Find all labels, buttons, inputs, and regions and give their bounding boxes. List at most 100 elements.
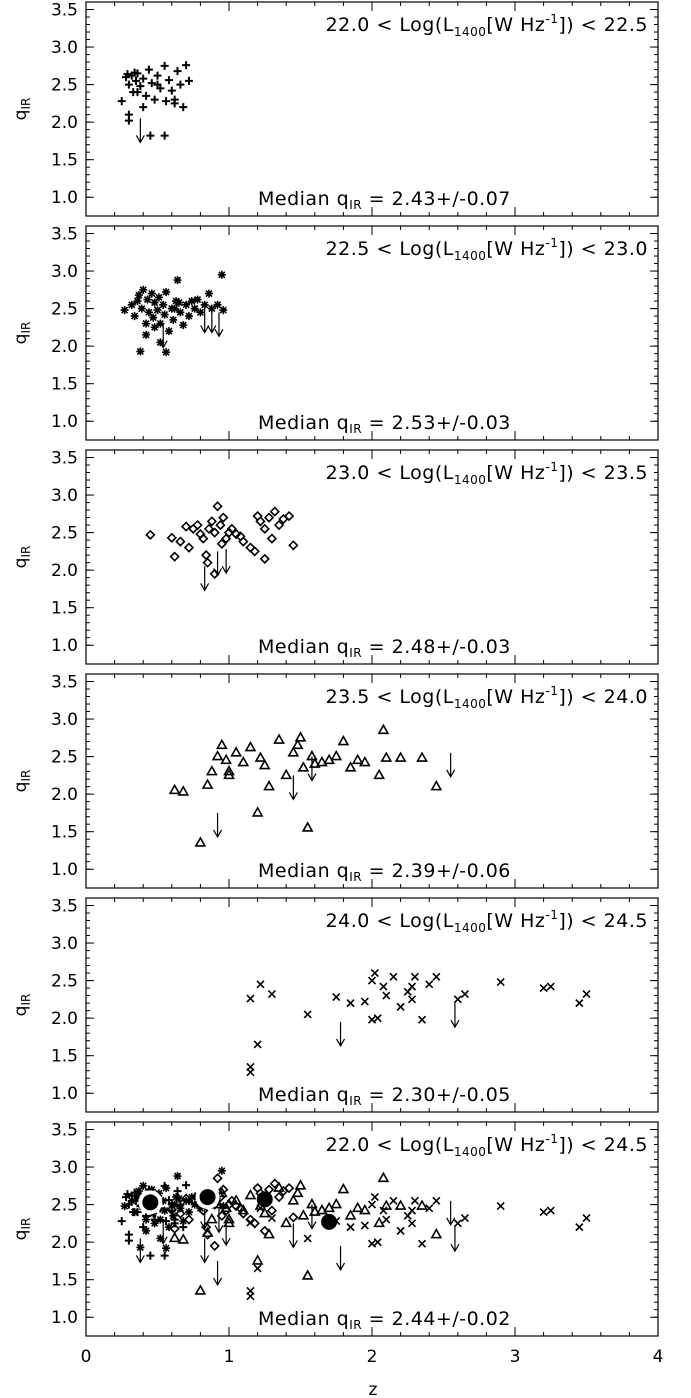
data-point: [394, 751, 407, 762]
y-tick-label: 1.5: [51, 1047, 78, 1067]
data-point: [212, 1173, 223, 1184]
data-point: [130, 312, 139, 321]
data-point: [582, 1214, 591, 1223]
data-point: [123, 70, 132, 79]
data-point: [358, 755, 371, 767]
upper-limit-arrow: [158, 323, 168, 349]
data-point: [377, 723, 390, 735]
y-tick-label: 3.0: [51, 934, 78, 954]
data-point: [183, 542, 195, 553]
data-point: [367, 1200, 377, 1209]
data-point: [150, 323, 159, 332]
data-point: [230, 746, 243, 757]
data-point: [142, 330, 151, 339]
data-point: [283, 510, 295, 522]
y-axis-label: qIR: [11, 546, 33, 569]
data-point: [273, 1191, 285, 1203]
data-point: [173, 276, 182, 285]
data-point: [246, 1218, 255, 1227]
panel-3: 1.0 1.5 2.0 2.5 3.0 3.5 qIR 23.0 < Log(L1400[W …: [11, 449, 659, 665]
data-points: [117, 1166, 591, 1301]
data-point: [173, 67, 182, 76]
data-point: [539, 984, 548, 993]
median-point: [256, 1191, 273, 1208]
data-point: [453, 1219, 462, 1228]
data-point: [396, 1002, 405, 1011]
y-tick-label: 2.5: [51, 1196, 78, 1216]
median-label: Median qIR = 2.44+/-0.02: [258, 1308, 511, 1332]
data-point: [213, 300, 222, 309]
data-point: [162, 348, 171, 357]
data-point: [253, 1264, 262, 1273]
data-point: [259, 553, 270, 565]
data-point: [160, 1206, 169, 1215]
data-point: [179, 1217, 188, 1226]
data-point: [219, 1202, 228, 1211]
data-point: [147, 79, 156, 88]
data-point: [330, 1197, 343, 1209]
data-point: [244, 740, 257, 752]
data-point: [582, 990, 591, 999]
data-point: [297, 1209, 310, 1220]
upper-limit-arrow: [213, 551, 223, 577]
upper-limit-arrow: [336, 1245, 346, 1272]
data-point: [575, 1223, 584, 1232]
panel-2: 1.0 1.5 2.0 2.5 3.0 3.5 qIR 22.5 < Log(L1400[W …: [11, 225, 659, 441]
data-point: [153, 306, 162, 315]
data-point: [124, 1236, 133, 1245]
data-point: [246, 1292, 255, 1301]
y-tick-label: 3.5: [51, 225, 78, 245]
data-point: [367, 1239, 377, 1248]
data-point: [180, 521, 192, 532]
data-point: [425, 980, 434, 989]
upper-limit-arrow: [446, 1200, 456, 1227]
data-point: [177, 785, 190, 796]
y-tick-label: 1.0: [51, 188, 78, 208]
data-point: [120, 306, 129, 315]
data-point: [184, 1208, 193, 1217]
data-point: [539, 1208, 548, 1217]
data-point: [144, 65, 153, 74]
data-point: [237, 1203, 250, 1215]
data-point: [308, 757, 321, 768]
y-tick-label: 1.0: [51, 1308, 78, 1328]
upper-limit-arrow: [200, 1238, 210, 1264]
data-point: [170, 1200, 179, 1209]
y-tick-label: 1.5: [51, 823, 78, 843]
upper-limit-arrow: [221, 1221, 231, 1247]
y-tick-label: 1.5: [51, 599, 78, 619]
data-point: [169, 315, 178, 324]
data-point: [137, 304, 146, 313]
data-point: [256, 980, 265, 989]
y-tick-label: 2.5: [51, 972, 78, 992]
data-point: [223, 527, 235, 538]
data-point: [235, 531, 246, 542]
data-point: [430, 1227, 443, 1239]
data-point: [133, 1193, 142, 1202]
data-point: [291, 738, 304, 750]
data-point: [303, 1234, 312, 1243]
data-point: [218, 1184, 229, 1195]
data-point: [196, 308, 205, 317]
y-axis-label: qIR: [11, 770, 33, 793]
y-tick-label: 1.0: [51, 412, 78, 432]
upper-limit-arrow: [158, 1219, 168, 1245]
data-point: [396, 1226, 405, 1235]
data-point: [168, 1231, 181, 1243]
data-point: [182, 1181, 191, 1190]
data-point: [288, 540, 299, 551]
data-point: [164, 327, 173, 336]
data-point: [169, 1211, 178, 1220]
data-point: [147, 1185, 156, 1194]
data-point: [162, 288, 171, 297]
y-tick-label: 1.5: [51, 375, 78, 395]
data-point: [417, 1015, 427, 1024]
data-point: [416, 1199, 428, 1210]
data-point: [206, 516, 217, 527]
data-point: [389, 972, 398, 981]
data-point: [156, 1215, 165, 1224]
x-axis-label: z: [369, 1380, 378, 1398]
y-tick-label: 3.0: [51, 1158, 78, 1178]
y-tick-label: 2.5: [51, 748, 78, 768]
data-point: [244, 1188, 257, 1200]
